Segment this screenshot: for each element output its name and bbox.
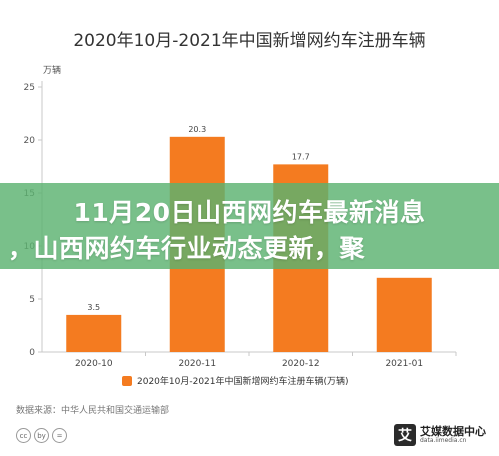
x-tick-label: 2020-12 — [282, 359, 320, 369]
iimedia-logo: 艾 艾媒数据中心 data.iimedia.cn — [394, 424, 486, 446]
x-tick-label: 2020-10 — [75, 359, 113, 369]
nd-icon: = — [52, 428, 67, 443]
bar-2021-01 — [376, 277, 432, 352]
y-tick-label: 5 — [29, 295, 35, 305]
creative-commons-badge: cc by = — [16, 428, 67, 443]
logo-name: 艾媒数据中心 — [420, 425, 486, 439]
chart-title: 2020年10月-2021年中国新增网约车注册车辆 — [73, 31, 426, 51]
x-tick-label: 2020-11 — [178, 359, 216, 369]
bar-2020-10 — [66, 314, 122, 352]
headline-line-1: 11月20日山西网约车最新消息 — [73, 198, 426, 227]
cc-icon: cc — [16, 428, 31, 443]
logo-url: data.iimedia.cn — [420, 436, 467, 444]
data-label: 20.3 — [188, 125, 206, 134]
chart-legend: 2020年10月-2021年中国新增网约车注册车辆(万辆) — [122, 374, 349, 387]
headline-banner: 11月20日山西网约车最新消息 ，山西网约车行业动态更新，聚 — [0, 183, 499, 269]
data-source-note: 数据来源：中华人民共和国交通运输部 — [16, 406, 170, 416]
legend-swatch — [122, 375, 132, 386]
y-tick-label: 0 — [29, 348, 35, 358]
headline-line-2: ，山西网约车行业动态更新，聚 — [8, 234, 366, 263]
data-label: 17.7 — [292, 152, 310, 161]
iimedia-logo-icon: 艾 — [394, 424, 416, 446]
legend-label: 2020年10月-2021年中国新增网约车注册车辆(万辆) — [137, 377, 349, 387]
y-tick-label: 25 — [24, 83, 35, 93]
x-tick-label: 2021-01 — [385, 359, 423, 369]
y-tick-label: 20 — [24, 136, 36, 146]
y-axis-unit-label: 万辆 — [43, 66, 62, 76]
by-icon: by — [34, 428, 49, 443]
data-label: 3.5 — [87, 303, 100, 312]
